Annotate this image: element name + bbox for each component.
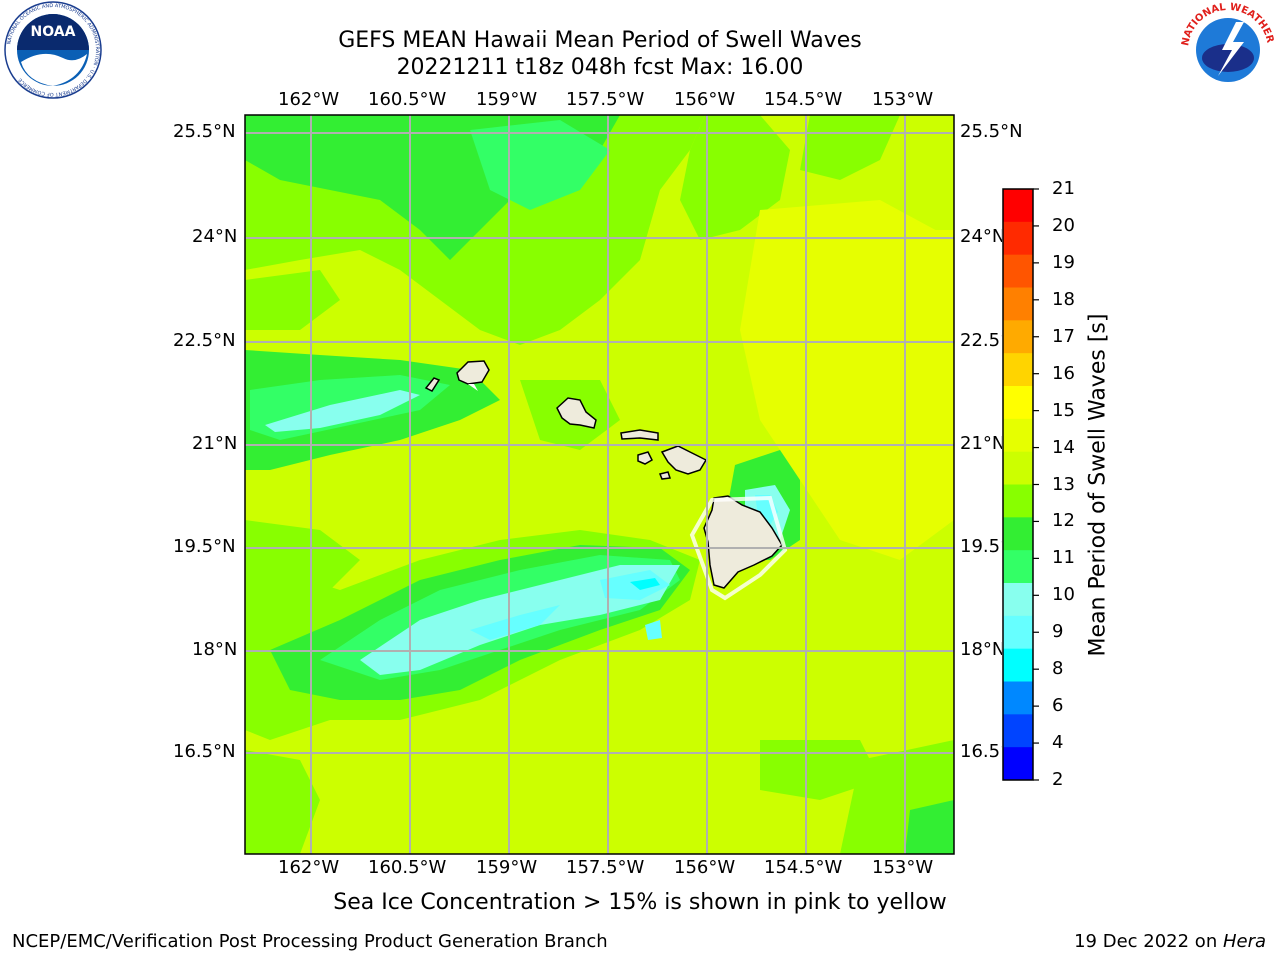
lat-label-left: 16.5°N xyxy=(173,741,236,762)
lat-label-right: 21°N xyxy=(960,433,1002,454)
island-niihau xyxy=(424,377,441,392)
map-frame xyxy=(244,114,955,855)
lat-label-right: 22.5°N xyxy=(960,330,1002,351)
colorbar-tick-label: 19 xyxy=(1052,251,1075,273)
colorbar-tick-label: 4 xyxy=(1052,732,1064,754)
lat-label-right: 25.5°N xyxy=(960,121,1023,142)
lat-label-left: 19.5°N xyxy=(173,536,236,557)
island-kauai xyxy=(456,360,490,385)
chart-title: GEFS MEAN Hawaii Mean Period of Swell Wa… xyxy=(338,28,862,53)
colorbar-swatch xyxy=(1003,353,1033,387)
colorbar-tick-label: 12 xyxy=(1052,510,1075,532)
colorbar-tick-label: 9 xyxy=(1052,621,1064,643)
colorbar-tick-label: 18 xyxy=(1052,288,1075,310)
lat-label-left: 25.5°N xyxy=(173,121,236,142)
colorbar-swatch xyxy=(1003,714,1033,748)
colorbar-tick-label: 21 xyxy=(1052,178,1075,199)
colorbar-tick-label: 15 xyxy=(1052,399,1075,421)
colorbar-tick-label: 2 xyxy=(1052,769,1064,790)
lon-label-top: 162°W xyxy=(278,89,340,110)
lat-label-right: 24°N xyxy=(960,226,1002,247)
lat-label-left: 18°N xyxy=(192,639,238,660)
sea-ice-note: Sea Ice Concentration > 15% is shown in … xyxy=(333,890,947,915)
island-oahu xyxy=(556,397,597,429)
colorbar-swatch xyxy=(1003,747,1033,781)
colorbar-tick-label: 13 xyxy=(1052,473,1075,495)
credit-date-text: 19 Dec 2022 on xyxy=(1074,931,1223,952)
colorbar-swatch xyxy=(1003,320,1033,354)
colorbar-swatch xyxy=(1003,583,1033,617)
lon-label-top: 160.5°W xyxy=(368,89,447,110)
colorbar-swatch xyxy=(1003,254,1033,288)
colorbar-swatch xyxy=(1003,484,1033,518)
lat-label-right: 18°N xyxy=(960,639,1002,660)
lon-label-bottom: 157.5°W xyxy=(566,857,645,878)
lon-label-bottom: 156°W xyxy=(674,857,736,878)
colorbar-swatch xyxy=(1003,615,1033,650)
lat-label-right: 16.5°N xyxy=(960,741,1002,762)
colorbar-swatch xyxy=(1003,287,1033,321)
colorbar-swatch xyxy=(1003,221,1033,256)
lon-label-bottom: 153°W xyxy=(872,857,934,878)
lon-label-bottom: 159°W xyxy=(476,857,538,878)
colorbar-swatch xyxy=(1003,681,1033,715)
colorbar-tick-label: 16 xyxy=(1052,362,1075,384)
islands xyxy=(424,360,783,589)
lat-label-left: 22.5°N xyxy=(173,330,236,351)
lon-label-top: 159°W xyxy=(476,89,538,110)
nws-logo: NATIONAL WEATHER SERVICE xyxy=(1174,0,1278,100)
noaa-logo: NOAA NATIONAL OCEANIC AND ATMOSPHERIC AD… xyxy=(3,0,103,100)
colorbar-swatch xyxy=(1003,517,1033,551)
colorbar-swatch xyxy=(1003,648,1033,682)
island-lanai xyxy=(637,451,653,465)
lon-label-top: 153°W xyxy=(872,89,934,110)
lat-label-left: 21°N xyxy=(192,433,238,454)
colorbar-tick-label: 10 xyxy=(1052,584,1075,606)
svg-text:NOAA: NOAA xyxy=(31,24,76,40)
island-molokai xyxy=(620,429,659,441)
colorbar-swatch xyxy=(1003,418,1033,453)
credit-date: 19 Dec 2022 on Hera xyxy=(1074,931,1266,952)
colorbar-tick-label: 20 xyxy=(1052,214,1075,236)
chart-subtitle: 20221211 t18z 048h fcst Max: 16.00 xyxy=(396,55,804,80)
colorbar xyxy=(1002,188,1039,781)
credit-host: Hera xyxy=(1222,931,1266,952)
lat-label-right: 19.5°N xyxy=(960,536,1002,557)
credit-branch: NCEP/EMC/Verification Post Processing Pr… xyxy=(12,931,608,952)
lon-label-bottom: 160.5°W xyxy=(368,857,447,878)
swell-period-field xyxy=(245,115,954,854)
lon-label-bottom: 154.5°W xyxy=(764,857,843,878)
colorbar-swatch xyxy=(1003,189,1033,223)
lon-label-top: 154.5°W xyxy=(764,89,843,110)
colorbar-tick-label: 6 xyxy=(1052,695,1064,717)
island-maui xyxy=(660,445,708,475)
colorbar-tick-label: 14 xyxy=(1052,436,1075,458)
colorbar-label: Mean Period of Swell Waves [s] xyxy=(1085,313,1111,657)
colorbar-tick-label: 17 xyxy=(1052,325,1075,347)
gridlines xyxy=(245,115,954,854)
lat-label-left: 24°N xyxy=(192,226,238,247)
colorbar-swatch xyxy=(1003,550,1033,584)
colorbar-swatch xyxy=(1003,451,1033,485)
colorbar-tick-label: 11 xyxy=(1052,547,1075,569)
island-kahoolawe xyxy=(658,471,672,480)
colorbar-swatch xyxy=(1003,386,1033,420)
lon-label-top: 157.5°W xyxy=(566,89,645,110)
lon-label-top: 156°W xyxy=(674,89,736,110)
lon-label-bottom: 162°W xyxy=(278,857,340,878)
colorbar-tick-label: 8 xyxy=(1052,658,1064,680)
